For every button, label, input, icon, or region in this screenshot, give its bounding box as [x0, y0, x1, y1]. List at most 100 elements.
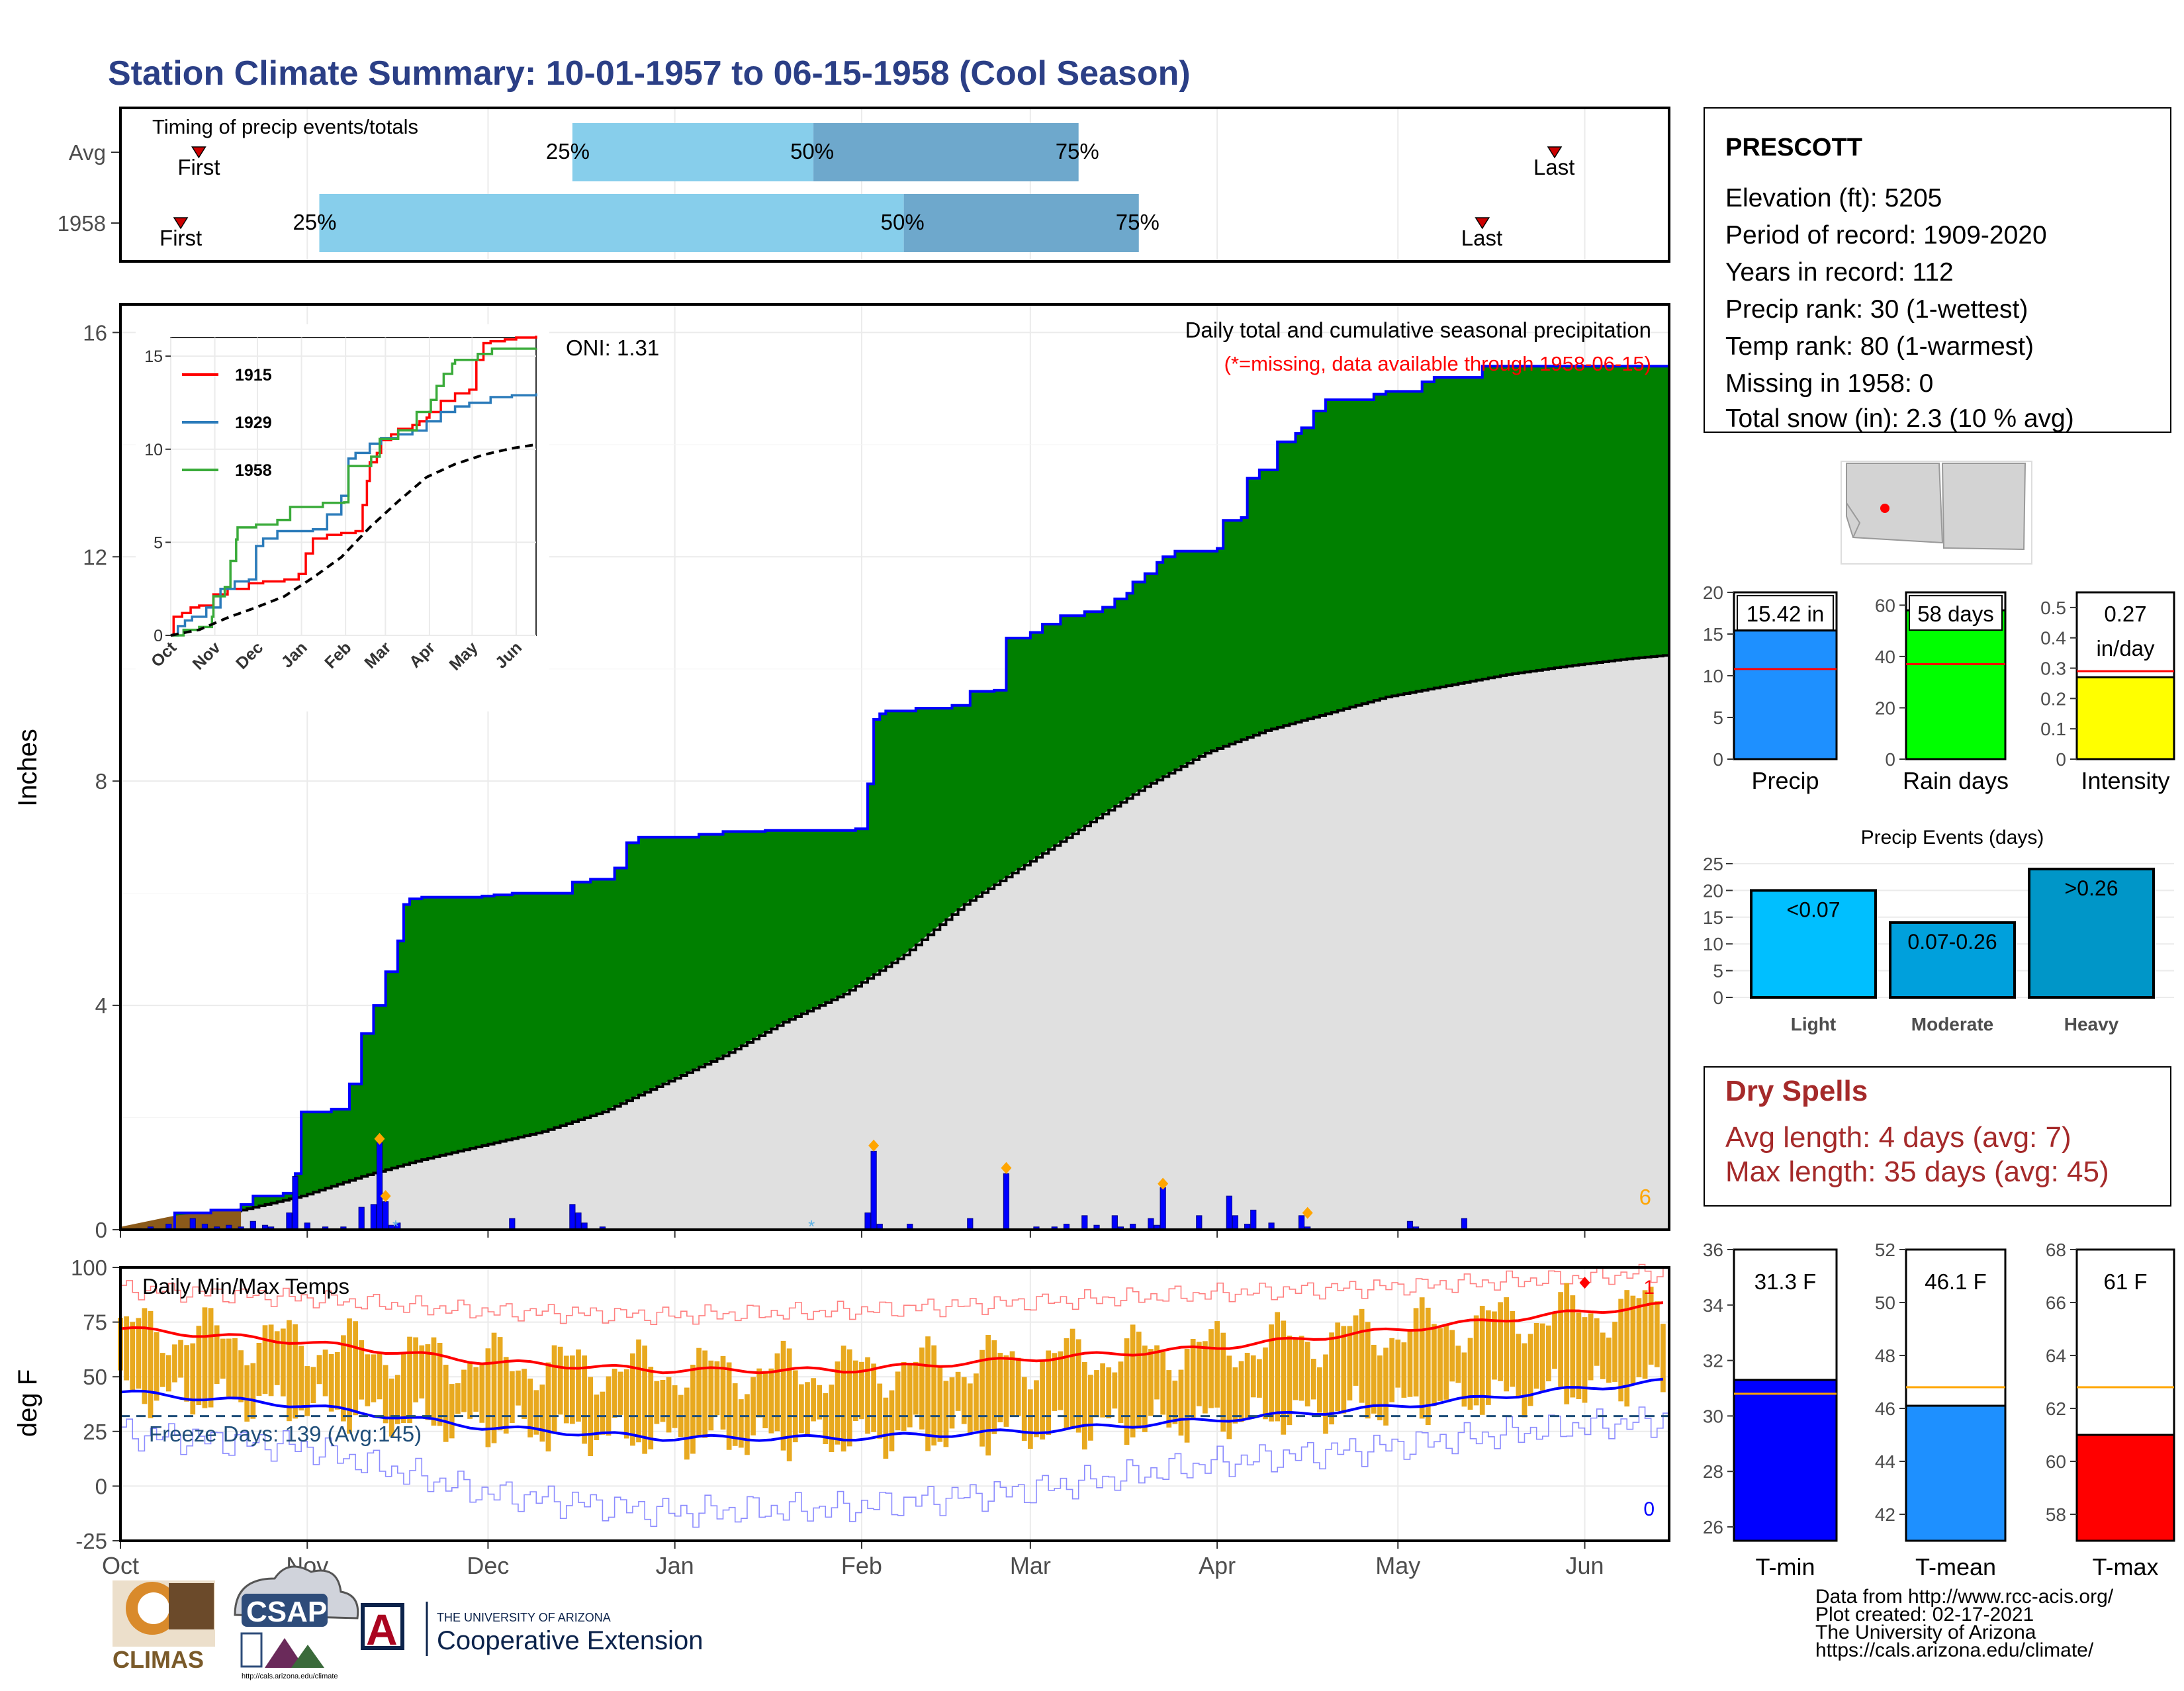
- daily-temp-bar: [1552, 1313, 1557, 1369]
- record-max-temp-line: [120, 1263, 1670, 1325]
- events-bar: [1889, 921, 2016, 999]
- daily-temp-bar: [684, 1387, 690, 1460]
- daily-temp-bar: [1003, 1355, 1009, 1427]
- daily-precip-bar: [189, 1218, 196, 1230]
- daily-temp-bar: [955, 1371, 961, 1411]
- timing-label: Timing of precip events/totals: [152, 115, 418, 138]
- daily-temp-bar: [461, 1369, 467, 1412]
- daily-temp-bar: [660, 1379, 666, 1422]
- events-bar-label: <0.07: [1787, 897, 1841, 921]
- climas-logo-text: CLIMAS: [113, 1646, 204, 1673]
- daily-temp-bar: [865, 1357, 870, 1434]
- daily-temp-bar: [1612, 1322, 1617, 1382]
- snow-day-marker: *: [392, 1216, 399, 1236]
- daily-temp-bar: [1461, 1352, 1467, 1407]
- daily-temp-bar: [1437, 1328, 1443, 1401]
- main-y-tick-label: 4: [95, 993, 107, 1018]
- daily-temp-bar: [937, 1367, 943, 1442]
- daily-temp-bar: [1009, 1351, 1015, 1417]
- daily-temp-bar: [949, 1377, 955, 1429]
- temp-summary-y-tick-label: 66: [2046, 1293, 2066, 1313]
- events-category-label: Heavy: [2064, 1014, 2119, 1034]
- daily-temp-bar: [606, 1376, 612, 1436]
- daily-temp-bar: [1341, 1326, 1347, 1414]
- daily-temp-bar: [612, 1369, 617, 1418]
- daily-temp-bar: [1413, 1308, 1419, 1396]
- daily-temp-bar: [347, 1318, 352, 1434]
- daily-temp-bar: [437, 1342, 443, 1426]
- events-category-label: Moderate: [1911, 1014, 1993, 1034]
- daily-temp-bar: [811, 1378, 816, 1422]
- daily-temp-bar: [1208, 1329, 1214, 1408]
- daily-temp-bar: [479, 1365, 485, 1423]
- summary-y-tick-label: 0: [1713, 749, 1723, 770]
- summary-value-label: 58 days: [1917, 602, 1994, 626]
- daily-temp-bar: [539, 1384, 545, 1442]
- daily-temp-bar: [334, 1352, 340, 1410]
- daily-temp-bar: [1365, 1322, 1371, 1419]
- precip-events-chart: Precip Events (days) 0 5 10 15 20 25 <0.07 Light…: [1703, 827, 2174, 1034]
- summary-bar-panels: 0 5 10 15 20 15.42 in Precip 0 20 40 60 58 days Rain…: [1703, 582, 2175, 794]
- daily-temp-bar: [1630, 1295, 1636, 1385]
- month-label: Dec: [467, 1552, 509, 1579]
- summary-y-tick-label: 0.1: [2040, 719, 2066, 739]
- daily-temp-bar: [1166, 1370, 1172, 1428]
- footer-line: Data from http://www.rcc-acis.org/: [1815, 1586, 2114, 1608]
- first-event-marker: [191, 146, 206, 159]
- temp-summary-bar: [1733, 1379, 1838, 1542]
- daily-temp-bar: [666, 1377, 672, 1433]
- daily-temp-bar: [1040, 1360, 1045, 1440]
- daily-temp-bar: [256, 1342, 262, 1396]
- daily-temp-bar: [1106, 1367, 1112, 1419]
- temp-summary-bar: [1905, 1404, 2007, 1542]
- temp-summary-y-tick-label: 28: [1703, 1461, 1723, 1482]
- inset-series-line: [171, 347, 537, 637]
- missing-data-note: (*=missing, data available through 1958-…: [1224, 352, 1651, 375]
- record-day-marker: [374, 1132, 385, 1145]
- daily-temp-bar: [1015, 1357, 1021, 1416]
- daily-temp-bar: [1317, 1367, 1322, 1413]
- daily-temp-bar: [702, 1350, 708, 1438]
- daily-temp-bar: [588, 1377, 594, 1457]
- daily-temp-bar: [401, 1353, 406, 1424]
- events-y-tick-label: 20: [1703, 880, 1723, 901]
- daily-temp-bar: [1088, 1375, 1093, 1441]
- daily-temp-bar: [280, 1328, 286, 1396]
- daily-temp-bar: [1582, 1317, 1588, 1403]
- daily-temp-bar: [672, 1385, 678, 1428]
- temp-summary-y-tick-label: 26: [1703, 1517, 1723, 1537]
- temp-summary-y-tick-label: 32: [1703, 1351, 1723, 1371]
- daily-precip-bar: [1250, 1209, 1257, 1230]
- daily-temp-bar: [443, 1365, 449, 1442]
- timing-pct-label: 25%: [546, 139, 590, 163]
- temp-summary-y-tick-label: 44: [1875, 1451, 1895, 1472]
- daily-temp-bar: [931, 1345, 937, 1446]
- daily-temp-bar: [1606, 1338, 1612, 1383]
- daily-temp-bar: [1232, 1367, 1238, 1424]
- daily-temp-bar: [148, 1310, 154, 1418]
- daily-temp-bar: [1214, 1321, 1220, 1408]
- timing-panel: 25% 50% 75% First Last Avg 25% 50% 75% First Last 1…: [58, 107, 1670, 263]
- ua-bottom-text: Cooperative Extension: [437, 1626, 703, 1655]
- temp-summary-axis-label: T-max: [2092, 1553, 2158, 1580]
- daily-temp-bar: [1443, 1324, 1449, 1400]
- daily-temp-bar: [431, 1337, 437, 1426]
- daily-precip-bar: [1226, 1195, 1232, 1230]
- daily-temp-bar: [353, 1321, 358, 1416]
- events-y-tick-label: 10: [1703, 934, 1723, 954]
- daily-temp-bar: [805, 1382, 810, 1436]
- summary-axis-label: Intensity: [2081, 767, 2169, 794]
- daily-temp-bar: [1533, 1322, 1539, 1389]
- summary-value-label: 15.42 in: [1747, 602, 1824, 626]
- inset-y-tick-label: 0: [154, 627, 163, 645]
- temp-summary-value-label: 31.3 F: [1754, 1269, 1817, 1294]
- daily-temp-bar: [1473, 1315, 1479, 1406]
- daily-temp-bar: [130, 1322, 136, 1392]
- daily-temp-bar: [419, 1345, 425, 1399]
- events-bar-label: >0.26: [2065, 876, 2118, 900]
- summary-y-tick-label: 15: [1703, 624, 1723, 645]
- daily-temp-bar: [786, 1348, 792, 1461]
- daily-temp-bar: [268, 1324, 274, 1396]
- daily-temp-bar: [1298, 1336, 1304, 1401]
- daily-temp-bar: [304, 1366, 310, 1416]
